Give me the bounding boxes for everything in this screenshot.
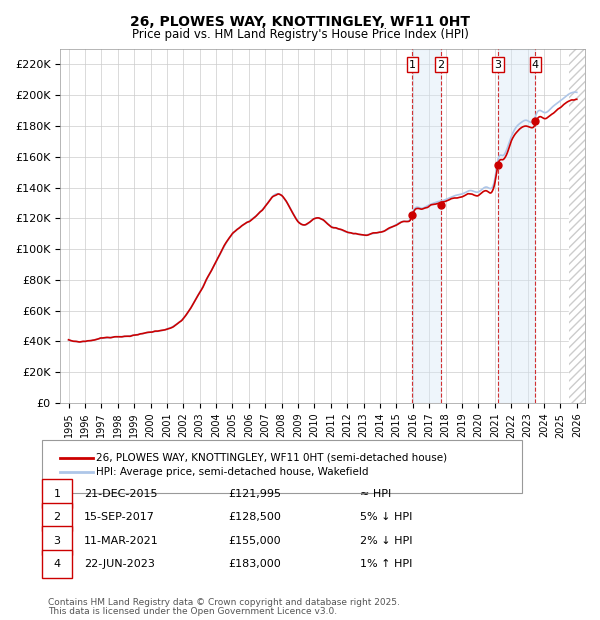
Text: 26, PLOWES WAY, KNOTTINGLEY, WF11 0HT: 26, PLOWES WAY, KNOTTINGLEY, WF11 0HT xyxy=(130,16,470,30)
Text: 3: 3 xyxy=(53,536,61,546)
Text: HPI: Average price, semi-detached house, Wakefield: HPI: Average price, semi-detached house,… xyxy=(96,467,368,477)
Text: 21-DEC-2015: 21-DEC-2015 xyxy=(84,489,157,498)
Text: Contains HM Land Registry data © Crown copyright and database right 2025.: Contains HM Land Registry data © Crown c… xyxy=(48,598,400,607)
Text: 15-SEP-2017: 15-SEP-2017 xyxy=(84,512,155,522)
Text: 4: 4 xyxy=(53,559,61,569)
Text: 1: 1 xyxy=(53,489,61,498)
Text: 5% ↓ HPI: 5% ↓ HPI xyxy=(360,512,412,522)
Text: This data is licensed under the Open Government Licence v3.0.: This data is licensed under the Open Gov… xyxy=(48,608,337,616)
Text: ≈ HPI: ≈ HPI xyxy=(360,489,391,498)
Text: £155,000: £155,000 xyxy=(228,536,281,546)
Text: 2: 2 xyxy=(53,512,61,522)
Text: Price paid vs. HM Land Registry's House Price Index (HPI): Price paid vs. HM Land Registry's House … xyxy=(131,28,469,41)
Text: 1% ↑ HPI: 1% ↑ HPI xyxy=(360,559,412,569)
Bar xyxy=(498,49,535,403)
Polygon shape xyxy=(569,33,593,403)
Bar xyxy=(412,49,441,403)
Text: £183,000: £183,000 xyxy=(228,559,281,569)
Text: 3: 3 xyxy=(494,60,502,69)
Text: 2% ↓ HPI: 2% ↓ HPI xyxy=(360,536,413,546)
Text: £121,995: £121,995 xyxy=(228,489,281,498)
Text: 11-MAR-2021: 11-MAR-2021 xyxy=(84,536,159,546)
Text: £128,500: £128,500 xyxy=(228,512,281,522)
Text: 22-JUN-2023: 22-JUN-2023 xyxy=(84,559,155,569)
Text: 4: 4 xyxy=(532,60,539,69)
Text: 26, PLOWES WAY, KNOTTINGLEY, WF11 0HT (semi-detached house): 26, PLOWES WAY, KNOTTINGLEY, WF11 0HT (s… xyxy=(96,453,447,463)
Text: 2: 2 xyxy=(437,60,445,69)
Text: 1: 1 xyxy=(409,60,416,69)
